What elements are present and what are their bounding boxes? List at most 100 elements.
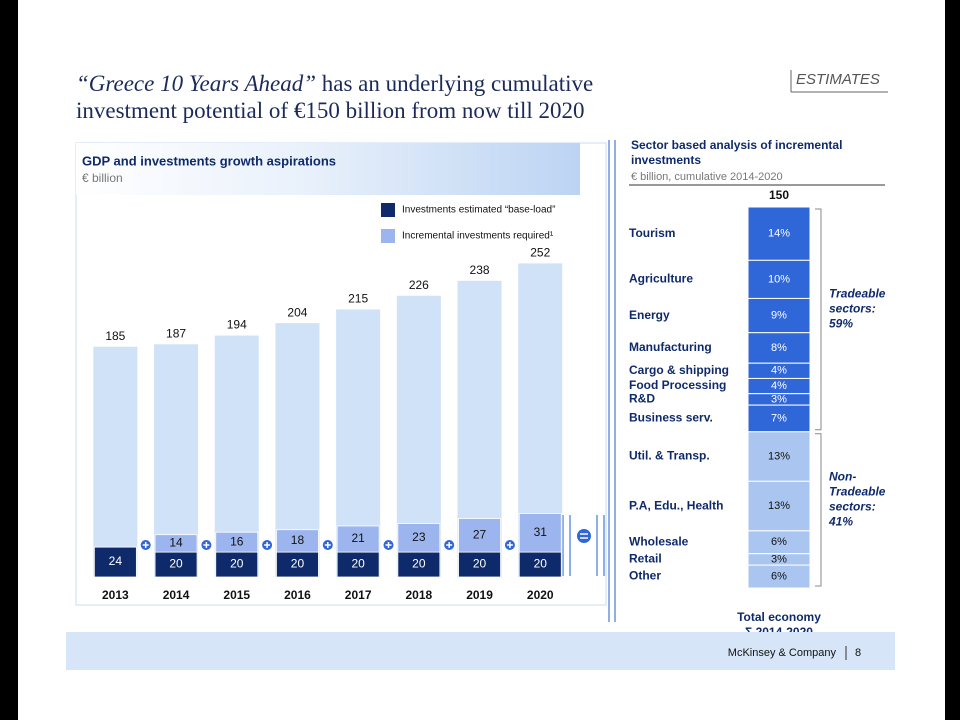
category-label: P.A, Edu., Health	[629, 498, 723, 512]
group-label: sectors:	[829, 302, 876, 316]
value-label: 7%	[771, 412, 787, 424]
x-tick-label: 2015	[223, 588, 250, 602]
investment-bar	[276, 551, 319, 578]
group-label: sectors:	[829, 500, 876, 514]
sector-segment	[747, 564, 811, 589]
sector-segment	[747, 332, 811, 364]
investment-bar	[336, 551, 380, 578]
value-label: 14	[169, 536, 183, 550]
footer-company: McKinsey & Company	[728, 647, 837, 659]
value-label: 23	[412, 530, 426, 544]
category-label: Manufacturing	[629, 340, 712, 354]
value-label: 13%	[768, 500, 790, 512]
category-label: Food Processing	[629, 378, 726, 392]
plus-sign	[506, 542, 513, 548]
group-label: Tradeable	[829, 485, 886, 499]
x-tick-label: 2019	[466, 588, 493, 602]
category-label: Energy	[629, 308, 670, 322]
group-label: Tradeable	[829, 287, 886, 301]
legend-swatch	[381, 229, 395, 243]
value-label: 16	[230, 534, 244, 548]
plus-sign	[142, 542, 149, 548]
gdp-label: 226	[409, 278, 429, 292]
legend-swatch	[381, 203, 395, 217]
value-label: 3%	[771, 553, 787, 565]
investment-bar	[397, 551, 441, 578]
legend-label: Incremental investments required¹	[402, 231, 554, 242]
value-label: 20	[412, 557, 426, 571]
gdp-label: 194	[227, 318, 247, 332]
gdp-label: 215	[348, 292, 368, 306]
investment-bar	[215, 531, 259, 553]
value-label: 13%	[768, 450, 790, 462]
title-line: has an underlying cumulative	[316, 71, 593, 96]
value-label: 24	[109, 554, 123, 568]
value-label: 20	[534, 557, 548, 571]
group-label: Non-	[829, 470, 856, 484]
investment-bar	[397, 523, 441, 553]
gdp-label: 187	[166, 326, 186, 340]
investment-bar	[215, 551, 259, 578]
x-tick-label: 2014	[163, 588, 190, 602]
plus-sign	[385, 542, 392, 548]
right-chart-title: investments	[631, 153, 701, 167]
value-label: 4%	[771, 365, 787, 377]
gdp-label: 185	[105, 329, 125, 343]
equals-sign	[577, 529, 591, 543]
sum-divider	[562, 515, 605, 576]
sector-segment	[747, 297, 811, 334]
investment-bar	[458, 518, 501, 553]
right-chart-title: Sector based analysis of incremental	[631, 138, 842, 152]
x-tick-label: 2013	[102, 588, 129, 602]
panel-header	[76, 143, 580, 195]
category-label: Other	[629, 569, 661, 583]
investment-bar	[154, 551, 198, 578]
category-label: R&D	[629, 392, 655, 406]
category-label: Wholesale	[629, 534, 689, 548]
value-label: 14%	[768, 228, 790, 240]
right-chart-subtitle: € billion, cumulative 2014-2020	[631, 171, 783, 183]
investment-bar	[93, 546, 137, 578]
category-label: Util. & Transp.	[629, 449, 710, 463]
estimates-tag: ESTIMATES	[796, 71, 880, 88]
footer-page: 8	[855, 647, 861, 659]
gdp-label: 252	[530, 246, 550, 260]
group-bracket	[815, 433, 822, 587]
value-label: 20	[169, 557, 183, 571]
x-tick-label: 2016	[284, 588, 311, 602]
x-tick-label: 2020	[527, 588, 554, 602]
value-label: 8%	[771, 342, 787, 354]
sector-segment	[747, 431, 811, 482]
category-label: Agriculture	[629, 272, 693, 286]
panel-divider	[608, 140, 616, 622]
value-label: 20	[291, 557, 305, 571]
value-label: 9%	[771, 309, 787, 321]
investment-bar	[458, 551, 501, 578]
slide-title: “Greece 10 Years Ahead” has an underlyin…	[76, 71, 593, 123]
value-label: 20	[473, 557, 487, 571]
gdp-bar	[93, 346, 138, 577]
category-label: Business serv.	[629, 411, 713, 425]
left-chart-title: GDP and investments growth aspirations	[82, 153, 336, 168]
value-label: 6%	[771, 570, 787, 582]
value-label: 27	[473, 527, 487, 541]
investment-bar	[336, 525, 380, 553]
plus-sign	[446, 542, 453, 548]
gdp-label: 204	[287, 305, 307, 319]
plus-sign	[203, 542, 210, 548]
value-label: 3%	[771, 393, 787, 405]
group-label: 41%	[828, 515, 853, 529]
value-label: 20	[351, 557, 365, 571]
value-label: 31	[534, 525, 548, 539]
total-label: 150	[769, 188, 789, 202]
x-tick-label: 2018	[405, 588, 432, 602]
x-tick-label: 2017	[345, 588, 372, 602]
investment-bar	[154, 534, 198, 553]
value-label: 10%	[768, 273, 790, 285]
category-label: Retail	[629, 552, 662, 566]
value-label: 6%	[771, 536, 787, 548]
title-line: investment potential of €150 billion fro…	[76, 98, 585, 123]
investment-bar	[276, 529, 319, 553]
gdp-label: 238	[470, 263, 490, 277]
left-chart-subtitle: € billion	[82, 171, 123, 185]
